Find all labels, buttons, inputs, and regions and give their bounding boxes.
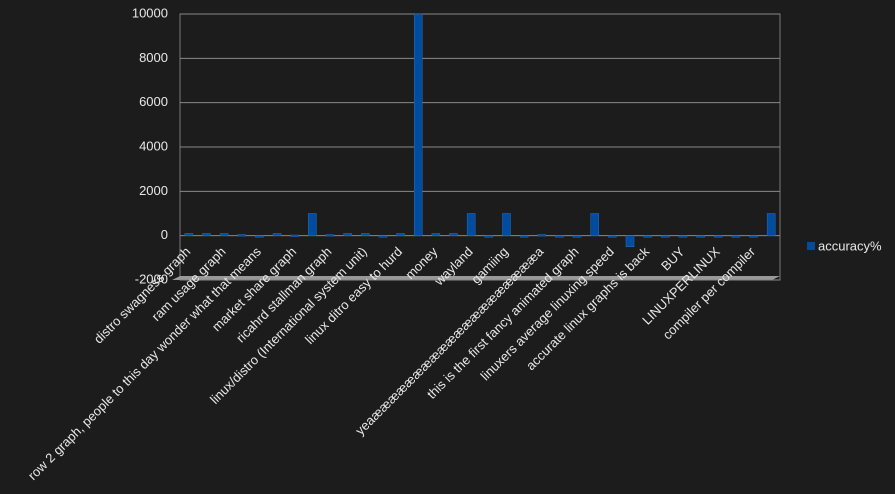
legend-swatch [807, 242, 815, 250]
bar [184, 233, 194, 236]
bar [590, 213, 599, 236]
bar [237, 234, 247, 237]
y-tick-label: 10000 [132, 5, 168, 20]
bar [625, 235, 635, 248]
bar [343, 233, 352, 236]
bar [749, 235, 758, 238]
bar [484, 235, 494, 238]
bar [413, 13, 423, 236]
bar [431, 233, 441, 236]
bar [466, 213, 476, 236]
bar [290, 234, 299, 237]
bar [325, 234, 335, 237]
legend-label: accuracy% [818, 238, 882, 253]
bar [661, 235, 670, 238]
bar [731, 235, 741, 238]
y-tick-label: 4000 [139, 138, 168, 153]
bar [713, 235, 723, 238]
bar [643, 235, 652, 238]
bar [678, 235, 688, 238]
floor [172, 276, 780, 280]
bar [255, 235, 264, 238]
bar [449, 233, 458, 236]
bar [608, 235, 617, 238]
bar [555, 235, 564, 238]
bar [378, 235, 388, 238]
bar [519, 235, 529, 238]
bar [361, 233, 370, 236]
bar [572, 235, 582, 238]
bar [202, 233, 211, 236]
bar [696, 235, 705, 238]
y-tick-label: 6000 [139, 94, 168, 109]
y-tick-label: 2000 [139, 183, 168, 198]
y-tick-label: -2000 [135, 271, 168, 286]
bar [272, 233, 282, 236]
y-tick-label: 0 [161, 227, 168, 242]
bar [502, 213, 511, 236]
bar [308, 213, 317, 236]
bar [537, 234, 547, 237]
bar [396, 233, 405, 236]
y-tick-label: 8000 [139, 50, 168, 65]
bar [766, 213, 776, 236]
bar [219, 233, 229, 236]
